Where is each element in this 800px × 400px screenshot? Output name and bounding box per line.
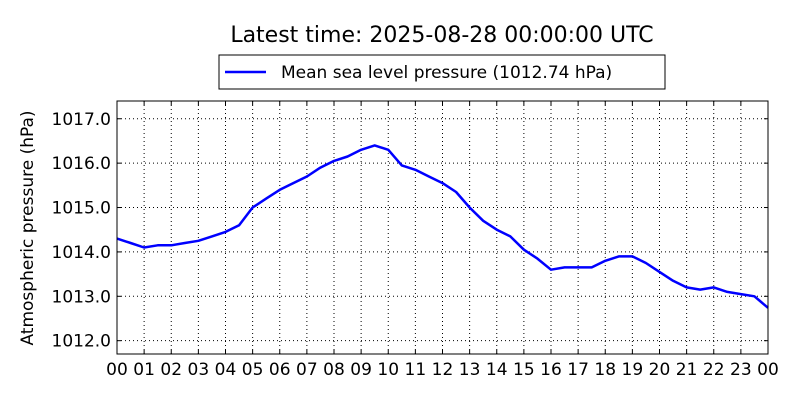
x-tick-label: 15 bbox=[513, 360, 535, 380]
y-tick-label: 1014.0 bbox=[52, 243, 111, 263]
y-axis-label: Atmospheric pressure (hPa) bbox=[18, 110, 38, 345]
x-tick-label: 14 bbox=[486, 360, 508, 380]
x-tick-label: 04 bbox=[215, 360, 237, 380]
x-axis: 00 01 02 03 04 05 06 07 08 09 10 11 12 13 14 15 16 17 18 19… bbox=[106, 101, 779, 380]
x-tick-label: 09 bbox=[350, 360, 372, 380]
x-tick-label: 13 bbox=[459, 360, 481, 380]
x-tick-label: 06 bbox=[269, 360, 291, 380]
x-tick-label: 10 bbox=[377, 360, 399, 380]
y-tick-label: 1016.0 bbox=[52, 154, 111, 174]
x-tick-label: 20 bbox=[649, 360, 671, 380]
x-tick-label: 19 bbox=[622, 360, 644, 380]
x-tick-label: 02 bbox=[160, 360, 182, 380]
x-tick-label: 08 bbox=[323, 360, 345, 380]
x-tick-label: 07 bbox=[296, 360, 318, 380]
x-tick-label: 23 bbox=[730, 360, 752, 380]
x-tick-label: 17 bbox=[567, 360, 589, 380]
chart-title: Latest time: 2025-08-28 00:00:00 UTC bbox=[230, 23, 653, 48]
x-tick-label: 11 bbox=[405, 360, 427, 380]
legend-label: Mean sea level pressure (1012.74 hPa) bbox=[281, 63, 612, 83]
x-tick-label: 12 bbox=[432, 360, 454, 380]
x-tick-label: 01 bbox=[133, 360, 155, 380]
legend: Mean sea level pressure (1012.74 hPa) bbox=[218, 54, 666, 90]
series-line-msl-pressure bbox=[116, 144, 769, 309]
x-tick-label: 05 bbox=[242, 360, 264, 380]
y-axis: 1012.0 1013.0 1014.0 1015.0 1016.0 1017.0 bbox=[52, 110, 768, 352]
x-tick-label: 00 bbox=[106, 360, 128, 380]
x-tick-label: 16 bbox=[540, 360, 562, 380]
y-tick-label: 1017.0 bbox=[52, 110, 111, 130]
x-tick-label: 22 bbox=[703, 360, 725, 380]
y-tick-label: 1012.0 bbox=[52, 332, 111, 352]
x-tick-label: 00 bbox=[757, 360, 779, 380]
x-tick-label: 18 bbox=[594, 360, 616, 380]
gridlines bbox=[117, 101, 768, 354]
x-tick-label: 03 bbox=[188, 360, 210, 380]
y-tick-label: 1015.0 bbox=[52, 199, 111, 219]
y-tick-label: 1013.0 bbox=[52, 287, 111, 307]
plot-frame bbox=[116, 100, 769, 355]
legend-box bbox=[218, 54, 666, 90]
x-tick-label: 21 bbox=[676, 360, 698, 380]
